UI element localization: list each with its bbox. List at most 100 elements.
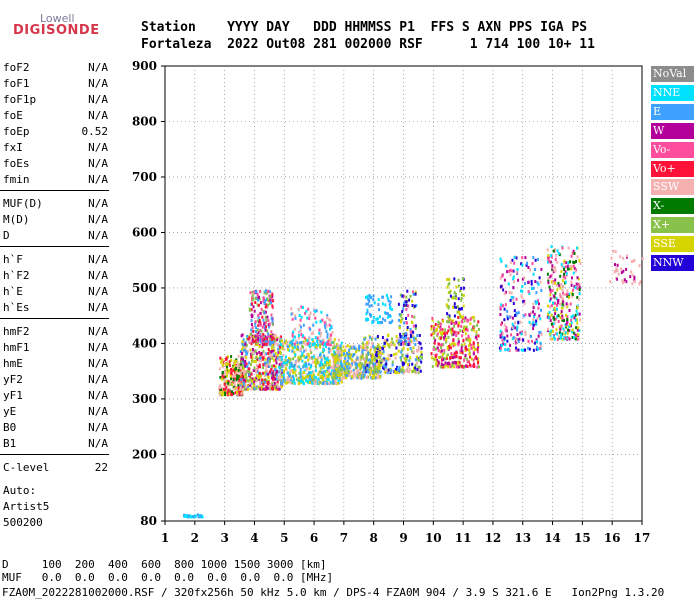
echo-point <box>433 326 436 330</box>
echo-point <box>373 301 376 305</box>
echo-point <box>345 362 348 366</box>
echo-point <box>457 362 460 366</box>
echo-point <box>551 337 554 341</box>
echo-point <box>450 330 453 334</box>
echo-point <box>350 353 353 357</box>
echo-point <box>459 349 462 353</box>
y-tick-label: 400 <box>132 336 157 350</box>
echo-point <box>507 347 510 351</box>
echo-point <box>503 307 506 311</box>
echo-point <box>509 344 512 347</box>
echo-point <box>226 362 229 366</box>
echo-point <box>411 304 414 307</box>
echo-point <box>373 374 375 378</box>
echo-point <box>561 246 564 250</box>
echo-point <box>243 386 246 390</box>
echo-point <box>331 369 334 373</box>
echo-point <box>434 357 437 361</box>
echo-point <box>547 281 550 285</box>
echo-point <box>443 348 446 352</box>
echo-point <box>244 354 247 358</box>
echo-point <box>224 391 227 395</box>
echo-point <box>518 337 521 341</box>
echo-point <box>324 374 327 378</box>
echo-point <box>343 360 345 364</box>
param-row: B1 N/A <box>3 437 108 451</box>
echo-point <box>273 333 276 337</box>
echo-point <box>324 360 326 364</box>
echo-point <box>309 327 312 331</box>
echo-point <box>267 319 270 323</box>
echo-point <box>447 283 450 286</box>
echo-point <box>300 315 303 319</box>
echo-point <box>561 288 564 292</box>
echo-point <box>440 343 443 347</box>
param-row: h`F2 N/A <box>3 269 108 283</box>
echo-point <box>241 382 244 386</box>
echo-point <box>301 372 304 376</box>
param-name: foEp <box>3 125 30 138</box>
echo-point <box>338 365 341 369</box>
echo-point <box>271 381 274 385</box>
echo-point <box>520 348 523 352</box>
echo-point <box>404 356 407 360</box>
echo-point <box>556 303 558 307</box>
echo-point <box>578 286 581 290</box>
echo-point <box>348 362 350 366</box>
echo-point <box>235 365 238 369</box>
echo-point <box>339 347 342 350</box>
echo-point <box>371 357 374 361</box>
echo-point <box>326 316 329 320</box>
echo-point <box>334 381 337 385</box>
echo-point <box>331 376 334 380</box>
echo-point <box>252 339 255 343</box>
echo-point <box>365 360 368 364</box>
param-name: yF2 <box>3 373 23 386</box>
echo-point <box>441 328 444 332</box>
echo-point <box>283 369 285 373</box>
echo-point <box>290 312 293 316</box>
echo-point <box>433 345 435 349</box>
echo-point <box>379 346 382 350</box>
echo-point <box>553 269 556 273</box>
echo-point <box>272 370 275 374</box>
echo-point <box>414 290 417 294</box>
echo-point <box>230 370 233 374</box>
echo-point <box>552 279 555 283</box>
logo-lowell: Lowell <box>40 12 75 25</box>
echo-point <box>408 298 411 302</box>
echo-point <box>339 369 342 372</box>
echo-point <box>458 310 460 314</box>
echo-point <box>453 291 456 295</box>
echo-point <box>527 280 530 284</box>
echo-point <box>245 352 248 356</box>
echo-point <box>453 305 456 309</box>
echo-point <box>285 381 288 385</box>
echo-point <box>236 377 239 381</box>
echo-point <box>517 348 520 352</box>
echo-point <box>419 342 422 346</box>
echo-point <box>313 382 316 385</box>
echo-point <box>246 384 249 388</box>
echo-point <box>337 364 340 368</box>
echo-point <box>370 304 373 308</box>
echo-point <box>280 357 283 361</box>
echo-point <box>555 254 558 257</box>
echo-point <box>259 387 262 391</box>
echo-point <box>565 322 568 326</box>
echo-point <box>263 379 266 383</box>
echo-point <box>242 341 245 345</box>
echo-point <box>304 356 307 359</box>
echo-point <box>246 349 249 353</box>
echo-point <box>462 327 465 331</box>
echo-point <box>631 273 634 277</box>
echo-point <box>359 372 362 376</box>
echo-point <box>465 327 467 331</box>
echo-point <box>368 299 371 303</box>
echo-point <box>558 335 561 339</box>
echo-point <box>254 290 257 294</box>
echo-point <box>414 327 417 331</box>
echo-point <box>449 346 452 350</box>
echo-point <box>289 370 292 374</box>
echo-point <box>502 288 505 292</box>
